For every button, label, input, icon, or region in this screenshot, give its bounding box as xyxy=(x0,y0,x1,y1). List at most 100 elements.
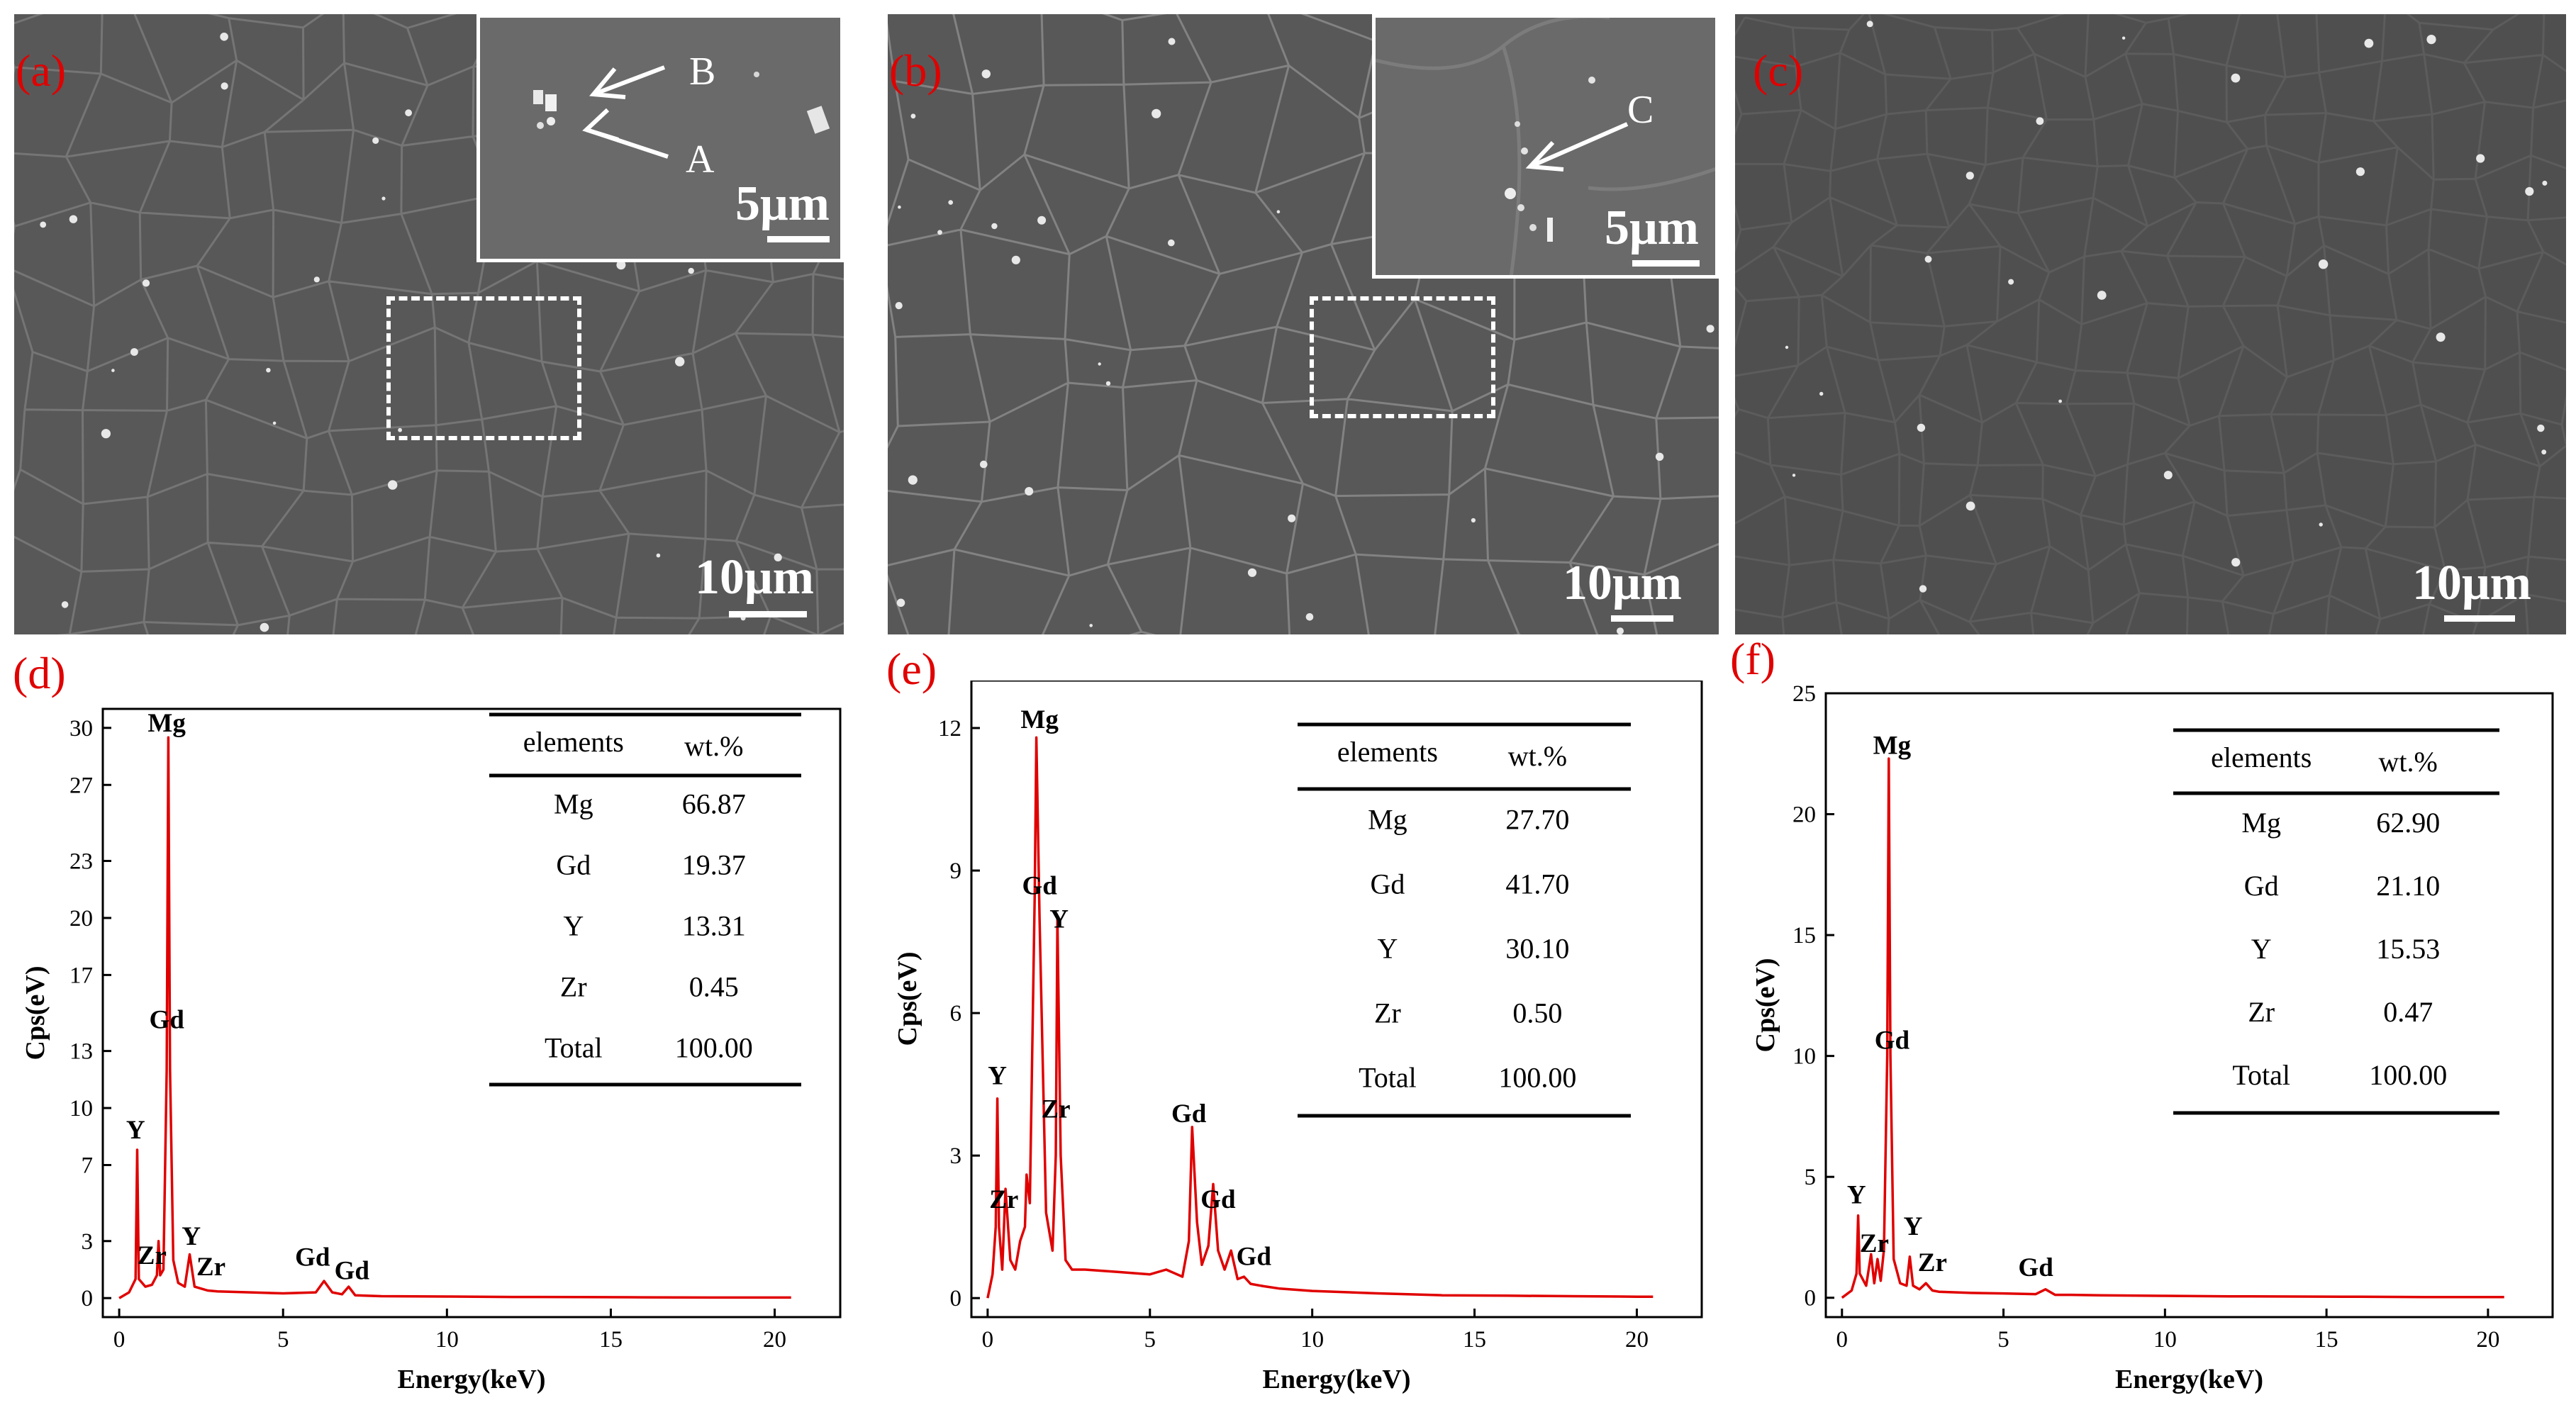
peak-label: Gd xyxy=(1171,1099,1207,1129)
table-cell-value: 21.10 xyxy=(2376,870,2440,902)
y-axis-title: Cps(eV) xyxy=(1751,958,1780,1053)
y-axis-title: Cps(eV) xyxy=(893,952,922,1046)
scale-label: 10μm xyxy=(2412,556,2531,610)
scale-label: 10μm xyxy=(1563,556,1682,610)
y-axis-title: Cps(eV) xyxy=(21,966,50,1060)
y-tick-label: 0 xyxy=(1805,1286,1817,1311)
y-tick-label: 20 xyxy=(1792,802,1816,828)
y-tick-label: 5 xyxy=(1805,1165,1817,1190)
table-header: elements xyxy=(1337,736,1438,768)
inset-scale-bar xyxy=(767,236,830,242)
peak-label: Mg xyxy=(1020,705,1059,734)
eds-spectrum-d: 0 5 10 15 20 0 3 7 10 13 17 20 23 27 30 Energy(keV) Cps(… xyxy=(21,707,842,1394)
table-cell-value: 19.37 xyxy=(682,849,746,880)
scale-bar xyxy=(1611,615,1673,622)
y-tick-label: 20 xyxy=(69,906,93,931)
peak-label: Zr xyxy=(138,1241,167,1270)
y-tick-label: 27 xyxy=(69,773,93,798)
y-tick-label: 0 xyxy=(950,1286,962,1311)
x-tick-label: 10 xyxy=(1300,1327,1324,1353)
peak-label: Gd xyxy=(149,1005,184,1034)
y-tick-label: 13 xyxy=(69,1039,93,1065)
x-tick-label: 20 xyxy=(1625,1327,1649,1353)
table-cell-value: 0.45 xyxy=(689,970,739,1002)
y-tick-label: 15 xyxy=(1792,923,1816,948)
chart-label-d: (d) xyxy=(13,648,66,698)
precipitate-particles xyxy=(1785,21,2548,593)
scale-bar xyxy=(729,611,807,617)
x-tick-label: 10 xyxy=(435,1327,459,1353)
table-cell-element: Mg xyxy=(2241,807,2281,839)
spectrum-line xyxy=(986,736,1654,1299)
table-cell-value: 27.70 xyxy=(1505,803,1569,835)
peak-label: Zr xyxy=(196,1253,225,1282)
y-tick-label: 23 xyxy=(69,849,93,875)
inset-scale-label: 5μm xyxy=(735,177,830,231)
table-cell-element: Total xyxy=(545,1031,603,1063)
table-header: wt.% xyxy=(1508,740,1567,772)
y-tick-label: 30 xyxy=(69,716,93,741)
scale-label: 10μm xyxy=(695,550,814,605)
table-cell-value: 0.47 xyxy=(2383,996,2433,1028)
inset-texture xyxy=(1376,18,1715,275)
inset-image-b: C 5μm xyxy=(1372,14,1719,279)
peak-label: Mg xyxy=(147,709,186,738)
peak-label: Zr xyxy=(1860,1229,1889,1258)
grain-boundaries xyxy=(1735,14,2566,634)
x-tick-label: 15 xyxy=(599,1327,623,1353)
y-tick-label: 17 xyxy=(69,963,93,988)
panel-label-a: (a) xyxy=(16,45,67,96)
inset-image-a: B A 5μm xyxy=(476,14,844,262)
table-cell-element: Zr xyxy=(1374,997,1401,1029)
table-cell-value: 66.87 xyxy=(682,788,746,819)
eds-spectrum-f: 0 5 10 15 20 0 5 10 15 20 25 Energy(keV) Cps(eV) Mg Gd… xyxy=(1751,681,2554,1394)
table-cell-element: Y xyxy=(1377,932,1398,964)
table-cell-element: Zr xyxy=(560,970,587,1002)
peak-label: Gd xyxy=(1022,872,1057,901)
peak-label: Y xyxy=(182,1222,201,1251)
y-tick-label: 7 xyxy=(82,1153,94,1179)
region-box xyxy=(386,296,581,440)
peak-label: Gd xyxy=(2018,1253,2053,1282)
x-tick-label: 5 xyxy=(277,1327,289,1353)
table-cell-element: Gd xyxy=(2244,870,2279,902)
plot-frame xyxy=(1824,692,2554,1319)
x-tick-label: 0 xyxy=(1836,1327,1849,1353)
table-cell-value: 100.00 xyxy=(675,1031,753,1063)
peak-label: Gd xyxy=(335,1256,370,1285)
y-tick-label: 6 xyxy=(950,1001,962,1026)
region-box xyxy=(1310,296,1495,418)
peak-label: Mg xyxy=(1873,731,1912,760)
peak-label: Y xyxy=(126,1116,145,1145)
x-tick-label: 15 xyxy=(2315,1327,2338,1353)
y-tick-label: 3 xyxy=(82,1229,94,1255)
table-cell-element: Y xyxy=(563,909,584,941)
table-cell-value: 30.10 xyxy=(1505,932,1569,964)
peak-label: Zr xyxy=(1041,1095,1070,1124)
inset-texture xyxy=(533,65,830,159)
x-tick-label: 20 xyxy=(2476,1327,2499,1353)
sem-image-a: (a) B A 5μm 10μm xyxy=(14,14,844,634)
point-label-c: C xyxy=(1627,88,1654,132)
x-tick-label: 15 xyxy=(1463,1327,1486,1353)
panel-label-c: (c) xyxy=(1753,45,1804,96)
scale-bar xyxy=(2444,615,2515,622)
inset-scale-bar xyxy=(1632,260,1700,267)
x-axis-title: Energy(keV) xyxy=(2115,1365,2263,1394)
table-cell-value: 100.00 xyxy=(1498,1061,1576,1093)
panel-label-b: (b) xyxy=(889,45,942,96)
chart-label-e: (e) xyxy=(886,644,937,694)
y-tick-label: 10 xyxy=(1792,1044,1816,1070)
peak-label: Gd xyxy=(295,1243,330,1272)
peak-label: Gd xyxy=(1237,1242,1272,1271)
chart-label-f: (f) xyxy=(1730,634,1775,684)
point-label-a: A xyxy=(686,138,715,181)
table-header: elements xyxy=(2211,741,2312,773)
table-cell-element: Gd xyxy=(1370,868,1405,900)
x-tick-label: 20 xyxy=(763,1327,786,1353)
inset-scale-label: 5μm xyxy=(1605,201,1699,255)
table-cell-element: Y xyxy=(2251,933,2272,965)
x-axis-title: Energy(keV) xyxy=(1263,1365,1411,1394)
eds-spectrum-e: 0 5 10 15 20 0 3 6 9 12 Energy(keV) Cps(eV) Mg Gd Y Y Zr… xyxy=(893,681,1703,1394)
spectrum-line xyxy=(118,736,791,1299)
